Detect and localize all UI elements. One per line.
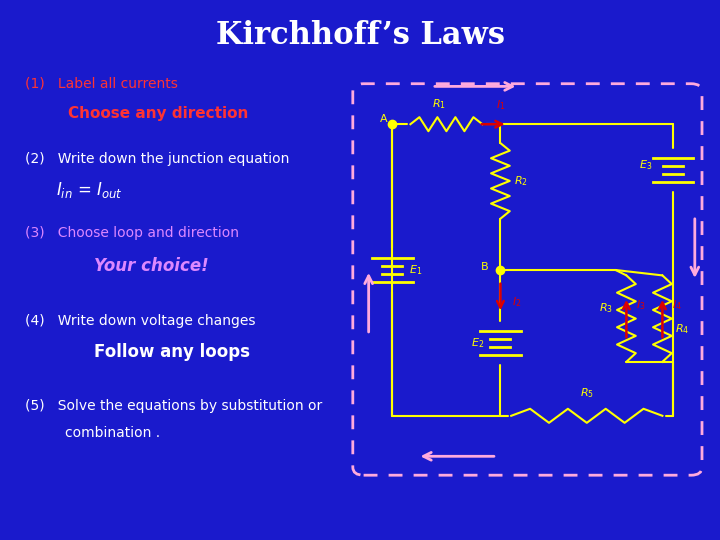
Text: $I_3$: $I_3$ <box>636 298 646 312</box>
Text: $R_1$: $R_1$ <box>432 97 446 111</box>
Text: $R_2$: $R_2$ <box>513 174 528 188</box>
Text: $R_3$: $R_3$ <box>599 301 613 315</box>
Text: $\mathit{I}_{in}$ = $\mathit{I}_{out}$: $\mathit{I}_{in}$ = $\mathit{I}_{out}$ <box>56 180 123 200</box>
Text: A: A <box>380 114 387 124</box>
Text: $I_2$: $I_2$ <box>511 295 521 309</box>
Text: combination .: combination . <box>65 426 160 440</box>
Text: (5)   Solve the equations by substitution or: (5) Solve the equations by substitution … <box>25 399 323 413</box>
Text: (3)   Choose loop and direction: (3) Choose loop and direction <box>25 226 239 240</box>
Text: $E_3$: $E_3$ <box>639 158 652 172</box>
Text: (2)   Write down the junction equation: (2) Write down the junction equation <box>25 152 289 166</box>
Text: $I_4$: $I_4$ <box>672 298 682 312</box>
Text: Choose any direction: Choose any direction <box>68 106 249 121</box>
Text: Your choice!: Your choice! <box>94 256 208 275</box>
Text: B: B <box>481 262 488 272</box>
Text: Follow any loops: Follow any loops <box>94 343 250 361</box>
Text: $E_2$: $E_2$ <box>471 336 484 350</box>
Text: (4)   Write down voltage changes: (4) Write down voltage changes <box>25 314 256 328</box>
Text: $R_5$: $R_5$ <box>580 386 594 400</box>
Text: $E_1$: $E_1$ <box>409 263 422 277</box>
Text: $I_1$: $I_1$ <box>495 98 505 112</box>
Text: (1)   Label all currents: (1) Label all currents <box>25 77 178 91</box>
Text: Kirchhoff’s Laws: Kirchhoff’s Laws <box>215 19 505 51</box>
Text: $R_4$: $R_4$ <box>675 322 690 336</box>
